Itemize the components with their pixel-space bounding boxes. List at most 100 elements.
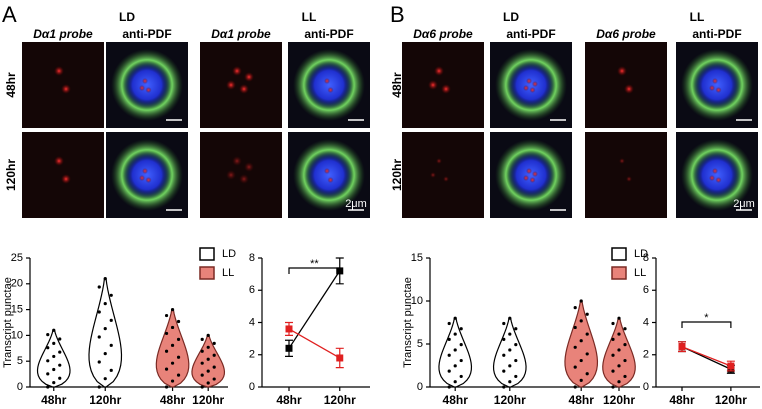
condition-label: LD xyxy=(503,10,519,24)
violin-dot xyxy=(176,319,181,324)
violin-dot xyxy=(97,285,101,289)
probe-dot xyxy=(145,177,152,183)
violin-dot xyxy=(459,358,463,363)
violin-dot xyxy=(170,325,175,330)
probe-dot xyxy=(54,66,64,76)
violin-dot xyxy=(579,339,583,343)
column-label: anti-PDF xyxy=(122,27,171,41)
violin-dot xyxy=(46,333,50,337)
violin-dot xyxy=(453,316,457,320)
violin-dot xyxy=(164,349,169,353)
violin xyxy=(191,334,226,388)
violin-dot xyxy=(176,373,181,377)
violin-dot xyxy=(617,332,621,336)
y-tick-label: 8 xyxy=(643,252,649,264)
violin-dot xyxy=(579,299,583,303)
violin-dot xyxy=(502,369,506,373)
violin-dot xyxy=(573,306,577,310)
y-tick-label: 15 xyxy=(11,304,23,316)
point xyxy=(678,343,686,351)
violin-dot xyxy=(502,321,506,326)
violin-dot xyxy=(453,332,457,336)
probe-dot xyxy=(532,81,538,87)
violin-dot xyxy=(200,373,204,377)
violin-dot xyxy=(52,367,56,372)
violin xyxy=(602,317,636,388)
violin-dot xyxy=(46,346,50,350)
violin xyxy=(564,300,599,388)
nucleus xyxy=(693,151,741,199)
violin-dot xyxy=(46,385,50,389)
y-tick-label: 4 xyxy=(643,316,649,328)
x-tick-label: 120hr xyxy=(324,393,356,407)
row-label: 120hr xyxy=(390,159,404,191)
violin-dot xyxy=(459,327,463,331)
violin-dot xyxy=(573,365,577,369)
probe-dot xyxy=(526,78,532,84)
probe-dot xyxy=(624,84,634,94)
probe-dot xyxy=(324,168,330,174)
nucleus xyxy=(123,61,171,109)
violin-dot xyxy=(206,381,210,385)
violin-dot xyxy=(611,385,615,389)
x-tick-label: 48hr xyxy=(669,393,695,407)
significance-label: ** xyxy=(310,258,319,270)
violin-dot xyxy=(617,380,621,384)
probe-dot xyxy=(430,172,436,178)
y-tick-label: 5 xyxy=(17,355,23,367)
y-tick-label: 20 xyxy=(11,278,23,290)
legend-label: LD xyxy=(222,248,236,260)
line xyxy=(288,270,341,349)
violin-dot xyxy=(46,372,50,376)
violin-dot xyxy=(109,368,113,372)
legend-label: LL xyxy=(634,267,646,279)
probe-dot xyxy=(434,66,444,76)
probe-dot xyxy=(244,162,254,172)
violin-dot xyxy=(585,312,589,316)
violin-dot xyxy=(617,348,621,352)
violin-dot xyxy=(514,374,518,379)
significance-bracket xyxy=(288,267,341,274)
row-label: 48hr xyxy=(4,72,18,98)
violin-dot xyxy=(611,369,615,373)
violin-dot xyxy=(508,364,512,368)
x-tick-label: 48hr xyxy=(41,393,67,407)
violin-dot xyxy=(200,337,204,341)
violin-dot xyxy=(623,358,627,363)
violin-dot xyxy=(109,343,113,347)
violin-dot xyxy=(46,359,50,363)
point xyxy=(285,325,293,333)
violin-dot xyxy=(514,358,518,363)
violin-dot xyxy=(103,327,107,331)
x-tick-label: 48hr xyxy=(160,393,186,407)
violin-dot xyxy=(58,350,62,354)
x-tick-label: 120hr xyxy=(494,393,526,407)
violin-dot xyxy=(453,364,457,368)
violin-dot xyxy=(212,377,216,381)
violin-dot xyxy=(447,353,451,357)
probe-dot xyxy=(139,85,145,91)
violin-dot xyxy=(103,277,107,281)
probe-dot xyxy=(142,78,148,84)
violin-dot xyxy=(103,352,107,356)
probe-dot xyxy=(709,175,715,181)
violin-dot xyxy=(579,319,583,323)
line xyxy=(288,328,341,359)
probe-dot xyxy=(443,176,449,182)
condition-label: LL xyxy=(690,10,705,24)
probe-dot xyxy=(54,156,64,166)
violin-dot xyxy=(502,337,506,341)
probe-dot xyxy=(239,84,249,94)
point xyxy=(727,362,735,370)
y-tick-label: 4 xyxy=(249,316,255,328)
violin-dot xyxy=(579,358,583,363)
micrograph xyxy=(585,132,667,218)
condition-label: LL xyxy=(302,10,317,24)
y-tick-label: 6 xyxy=(249,284,255,296)
violin-dot xyxy=(200,349,204,353)
probe-dot xyxy=(232,66,242,76)
violin-dot xyxy=(212,365,216,369)
violin-dot xyxy=(176,355,181,359)
y-axis-label: Transcript punctae xyxy=(402,277,414,368)
violin-dot xyxy=(206,345,210,349)
